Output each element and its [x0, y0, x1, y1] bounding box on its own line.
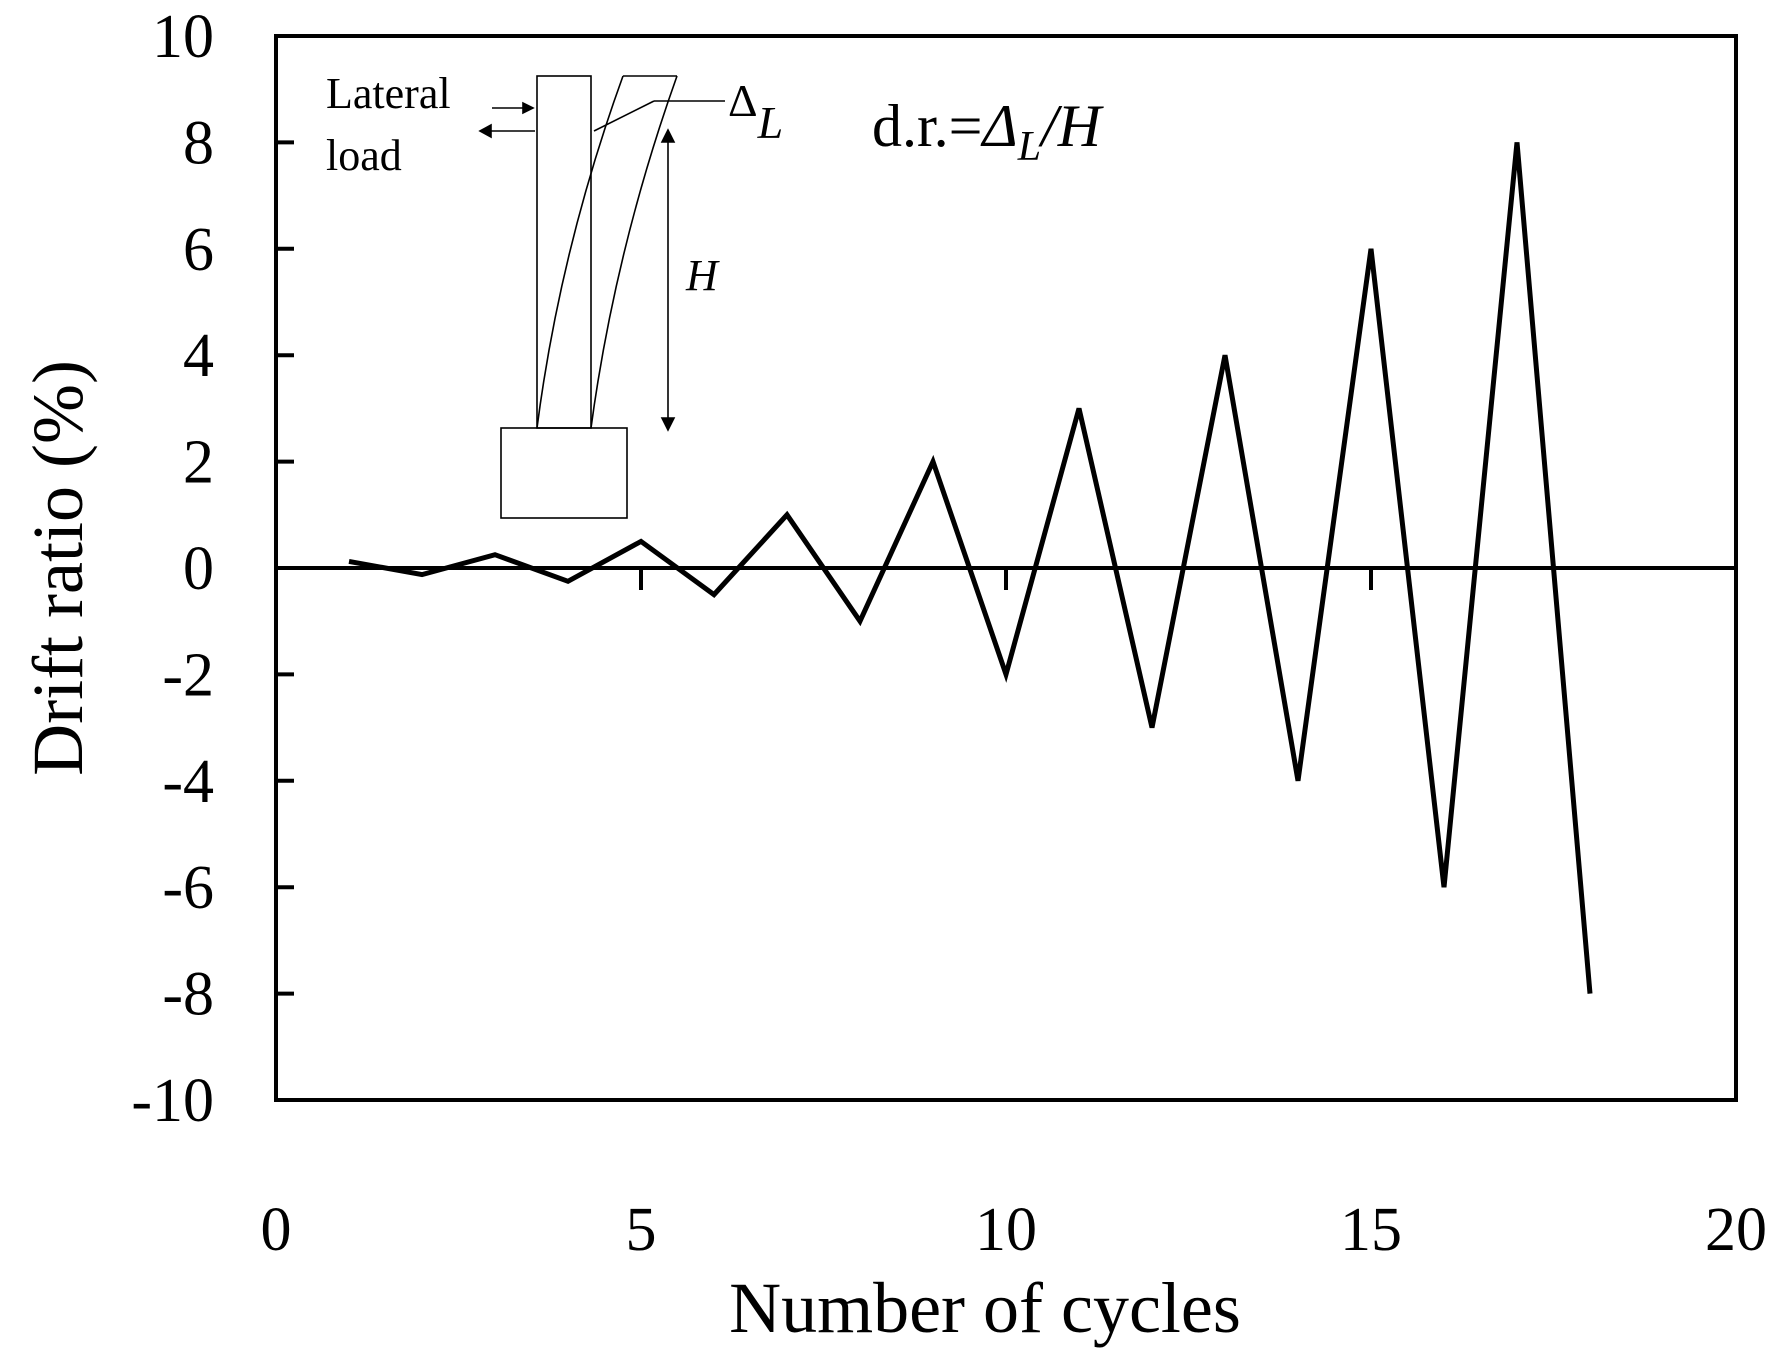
formula-subscript: L: [1017, 124, 1041, 170]
delta-subscript: L: [757, 97, 784, 148]
column-deflected-left: [536, 75, 624, 429]
delta-symbol: Δ: [728, 75, 758, 126]
drift-ratio-formula: d.r.=ΔL/H: [872, 93, 1105, 170]
formula-prefix: d.r.=: [872, 93, 983, 159]
height-arrow-top: [660, 128, 676, 143]
y-tick-label: -8: [162, 961, 214, 1029]
column-deflected-right: [590, 75, 678, 429]
y-tick-label: 6: [183, 216, 214, 284]
x-axis-ticks: 0 5 10 15 20: [261, 1196, 1768, 1264]
x-tick-label: 5: [626, 1196, 657, 1264]
formula-delta: Δ: [981, 93, 1018, 159]
y-tick-label: 10: [152, 3, 214, 71]
y-tick-label: 4: [183, 322, 214, 390]
delta-l-label: ΔL: [728, 75, 783, 148]
y-tick-label: 0: [183, 535, 214, 603]
x-tick-label: 10: [975, 1196, 1037, 1264]
column-schematic: [478, 75, 725, 519]
series-group: [348, 142, 1593, 994]
lateral-load-label-line2: load: [326, 131, 402, 180]
lateral-load-arrow-out-head: [478, 123, 492, 139]
foundation-block: [500, 427, 628, 519]
x-tick-label: 0: [261, 1196, 292, 1264]
x-tick-label: 15: [1340, 1196, 1402, 1264]
formula-suffix: /H: [1038, 93, 1105, 159]
y-tick-label: -4: [162, 748, 214, 816]
y-tick-label: -6: [162, 854, 214, 922]
y-axis-title: Drift ratio (%): [18, 360, 98, 776]
x-axis-title: Number of cycles: [729, 1268, 1241, 1348]
series-line: [348, 142, 1593, 994]
x-tick-label: 20: [1705, 1196, 1767, 1264]
y-tick-label: -10: [131, 1067, 214, 1135]
y-tick-label: -2: [162, 641, 214, 709]
zero-line-group: [276, 566, 1736, 590]
delta-leader-2: [593, 100, 655, 132]
lateral-load-arrow-in-head: [522, 101, 535, 115]
lateral-load-label-line1: Lateral: [326, 69, 451, 118]
y-tick-label: 8: [183, 109, 214, 177]
height-arrow-bottom: [660, 417, 676, 432]
height-label: H: [685, 251, 720, 300]
y-axis-ticks: 10 8 6 4 2 0 -2 -4 -6 -8 -10: [131, 3, 294, 1135]
y-tick-label: 2: [183, 429, 214, 497]
